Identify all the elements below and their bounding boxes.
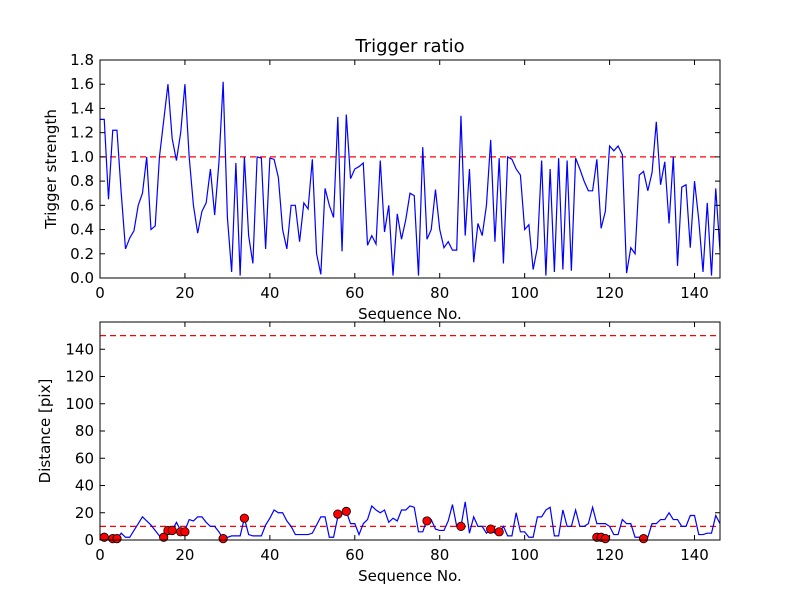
y-tick-label: 40	[75, 477, 94, 495]
marker-point	[600, 534, 610, 544]
x-axis-label: Sequence No.	[358, 567, 462, 585]
marker-point	[486, 524, 496, 534]
data-layer	[100, 334, 720, 540]
y-tick-label: 0.8	[70, 172, 94, 190]
series-line	[100, 81, 720, 276]
y-tick-label: 1.0	[70, 148, 94, 166]
y-tick-label: 80	[75, 422, 94, 440]
y-tick-label: 60	[75, 449, 94, 467]
x-tick-label: 60	[345, 546, 364, 564]
marker-point	[494, 527, 504, 537]
y-tick-label: 0.6	[70, 196, 94, 214]
y-tick-label: 1.4	[70, 99, 94, 117]
marker-point	[341, 506, 351, 516]
y-tick-label: 1.2	[70, 124, 94, 142]
x-tick-label: 0	[95, 284, 105, 302]
x-tick-label: 80	[430, 284, 449, 302]
marker-point	[218, 534, 228, 544]
x-tick-label: 40	[260, 546, 279, 564]
y-tick-label: 20	[75, 504, 94, 522]
marker-point	[180, 527, 190, 537]
y-tick-label: 1.6	[70, 75, 94, 93]
x-tick-label: 40	[260, 284, 279, 302]
y-tick-label: 0	[84, 531, 94, 549]
marker-point	[159, 532, 169, 542]
x-tick-label: 120	[595, 284, 624, 302]
y-axis-label: Distance [pix]	[36, 379, 54, 484]
x-tick-label: 60	[345, 284, 364, 302]
y-tick-label: 1.8	[70, 51, 94, 69]
x-tick-label: 140	[680, 546, 709, 564]
series-line	[100, 501, 720, 540]
marker-point	[456, 521, 466, 531]
y-tick-label: 0.4	[70, 221, 94, 239]
plot-area	[100, 60, 720, 278]
x-tick-label: 20	[175, 284, 194, 302]
x-tick-label: 120	[595, 546, 624, 564]
marker-point	[638, 534, 649, 544]
trigger-ratio-plot: 0 20 40 60 80 100 120 140 0.0 0.2 0.4 0.6 0.8 1.0 1.2 1…	[42, 36, 721, 323]
marker-point	[239, 513, 249, 523]
marker-point	[422, 516, 432, 526]
x-tick-label: 20	[175, 546, 194, 564]
y-tick-label: 100	[65, 395, 94, 413]
y-tick-label: 120	[65, 368, 94, 386]
y-axis-label: Trigger strength	[42, 109, 60, 230]
marker-point	[333, 509, 343, 519]
chart-title: Trigger ratio	[354, 36, 464, 57]
x-axis-label: Sequence No.	[358, 305, 462, 323]
y-tick-label: 0.2	[70, 245, 94, 263]
marker-point	[167, 525, 177, 536]
x-tick-label: 80	[430, 546, 449, 564]
distance-plot: 0 20 40 60 80 100 120 140 0 20 40 60 80 100 120 140 Sequ…	[36, 321, 721, 585]
marker-point	[112, 534, 122, 544]
data-layer	[100, 81, 720, 276]
x-tick-label: 100	[510, 546, 539, 564]
x-tick-label: 100	[510, 284, 539, 302]
plot-frame	[99, 59, 721, 279]
x-tick-label: 140	[680, 284, 709, 302]
plot-area	[100, 322, 720, 540]
y-tick-label: 0.0	[70, 269, 94, 287]
x-tick-label: 0	[95, 546, 105, 564]
y-tick-label: 140	[65, 340, 94, 358]
